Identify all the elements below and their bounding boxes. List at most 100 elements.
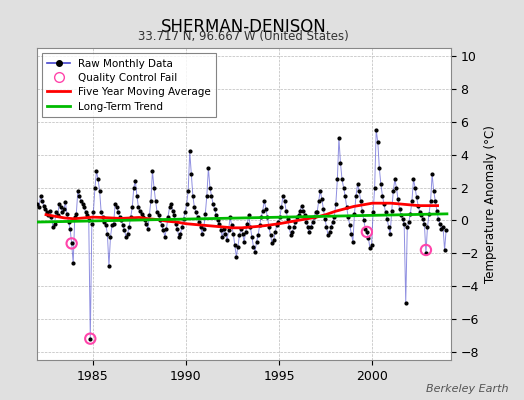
Point bbox=[332, 201, 340, 207]
Point bbox=[318, 196, 326, 202]
Point bbox=[266, 232, 275, 238]
Point bbox=[137, 211, 146, 217]
Point bbox=[190, 204, 199, 210]
Point bbox=[388, 207, 396, 214]
Point bbox=[313, 209, 321, 216]
Point bbox=[240, 238, 248, 245]
Point bbox=[168, 207, 177, 214]
Point bbox=[391, 176, 399, 182]
Point bbox=[170, 212, 178, 219]
Point bbox=[53, 212, 62, 219]
Point bbox=[114, 209, 123, 216]
Point bbox=[88, 220, 96, 227]
Point bbox=[153, 209, 161, 216]
Point bbox=[63, 211, 71, 217]
Point bbox=[166, 204, 174, 210]
Point bbox=[257, 214, 266, 220]
Point bbox=[223, 237, 231, 243]
Point bbox=[394, 196, 402, 202]
Point bbox=[303, 224, 312, 230]
Point bbox=[173, 226, 181, 232]
Point bbox=[94, 176, 102, 182]
Point bbox=[86, 336, 94, 342]
Point bbox=[238, 230, 247, 237]
Point bbox=[277, 204, 286, 210]
Point bbox=[193, 214, 202, 220]
Point bbox=[380, 201, 388, 207]
Point bbox=[216, 227, 225, 234]
Point bbox=[227, 222, 236, 228]
Point bbox=[125, 224, 133, 230]
Point bbox=[181, 209, 189, 216]
Point bbox=[108, 222, 116, 228]
Point bbox=[95, 188, 104, 194]
Point bbox=[55, 201, 63, 207]
Point bbox=[319, 206, 328, 212]
Point bbox=[283, 216, 292, 222]
Point bbox=[189, 192, 197, 199]
Point bbox=[442, 227, 450, 234]
Point bbox=[411, 184, 419, 191]
Point bbox=[367, 242, 376, 248]
Point bbox=[423, 224, 432, 230]
Point bbox=[358, 207, 366, 214]
Point bbox=[242, 229, 250, 235]
Point bbox=[389, 188, 398, 194]
Point bbox=[316, 188, 324, 194]
Point bbox=[185, 148, 194, 155]
Point bbox=[129, 184, 138, 191]
Point bbox=[64, 219, 73, 225]
Point bbox=[105, 263, 113, 270]
Point bbox=[203, 192, 211, 199]
Point bbox=[409, 176, 418, 182]
Point bbox=[47, 214, 56, 220]
Point bbox=[80, 204, 88, 210]
Point bbox=[211, 206, 219, 212]
Point bbox=[363, 229, 371, 235]
Point bbox=[159, 227, 168, 234]
Point bbox=[265, 224, 273, 230]
Point bbox=[208, 192, 216, 199]
Point bbox=[232, 253, 241, 260]
Point bbox=[350, 211, 358, 217]
Point bbox=[353, 181, 362, 188]
Point bbox=[294, 212, 303, 219]
Point bbox=[422, 250, 430, 256]
Point bbox=[126, 214, 135, 220]
Point bbox=[176, 230, 184, 237]
Point bbox=[99, 214, 107, 220]
Point bbox=[308, 219, 316, 225]
Point bbox=[128, 204, 136, 210]
Legend: Raw Monthly Data, Quality Control Fail, Five Year Moving Average, Long-Term Tren: Raw Monthly Data, Quality Control Fail, … bbox=[42, 53, 216, 117]
Point bbox=[301, 212, 309, 219]
Point bbox=[343, 204, 351, 210]
Point bbox=[344, 214, 353, 220]
Point bbox=[110, 220, 118, 227]
Point bbox=[131, 178, 139, 184]
Point bbox=[220, 226, 228, 232]
Point bbox=[84, 217, 93, 224]
Point bbox=[133, 192, 141, 199]
Point bbox=[212, 212, 221, 219]
Point bbox=[321, 216, 329, 222]
Point bbox=[179, 216, 188, 222]
Point bbox=[91, 184, 99, 191]
Point bbox=[68, 240, 76, 247]
Point bbox=[383, 216, 391, 222]
Point bbox=[187, 171, 195, 178]
Point bbox=[272, 222, 281, 228]
Point bbox=[83, 212, 91, 219]
Point bbox=[192, 209, 200, 216]
Point bbox=[398, 216, 407, 222]
Point bbox=[52, 209, 60, 216]
Point bbox=[150, 184, 158, 191]
Point bbox=[397, 212, 405, 219]
Point bbox=[235, 232, 244, 238]
Point bbox=[431, 198, 440, 204]
Point bbox=[81, 209, 90, 216]
Point bbox=[69, 260, 78, 266]
Point bbox=[324, 232, 332, 238]
Point bbox=[386, 230, 395, 237]
Point bbox=[77, 198, 85, 204]
Point bbox=[327, 224, 335, 230]
